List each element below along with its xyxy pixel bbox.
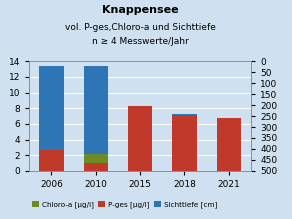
Bar: [217, 118, 241, 171]
Bar: [84, 66, 108, 171]
Bar: [172, 115, 197, 171]
Bar: [128, 136, 152, 171]
Bar: [39, 156, 64, 171]
Text: vol. P-ges,Chloro-a und Sichttiefe: vol. P-ges,Chloro-a und Sichttiefe: [65, 23, 215, 32]
Bar: [217, 120, 241, 171]
Bar: [128, 120, 152, 171]
Text: n ≥ 4 Messwerte/Jahr: n ≥ 4 Messwerte/Jahr: [92, 37, 189, 46]
Text: Knappensee: Knappensee: [102, 5, 178, 15]
Bar: [128, 106, 152, 171]
Bar: [39, 150, 64, 171]
Bar: [172, 114, 197, 171]
Bar: [84, 163, 108, 171]
Legend: Chloro-a [µg/l], P-ges [µg/l], Sichttiefe [cm]: Chloro-a [µg/l], P-ges [µg/l], Sichttief…: [29, 198, 220, 211]
Bar: [84, 154, 108, 171]
Bar: [217, 129, 241, 171]
Bar: [39, 66, 64, 171]
Bar: [172, 144, 197, 171]
